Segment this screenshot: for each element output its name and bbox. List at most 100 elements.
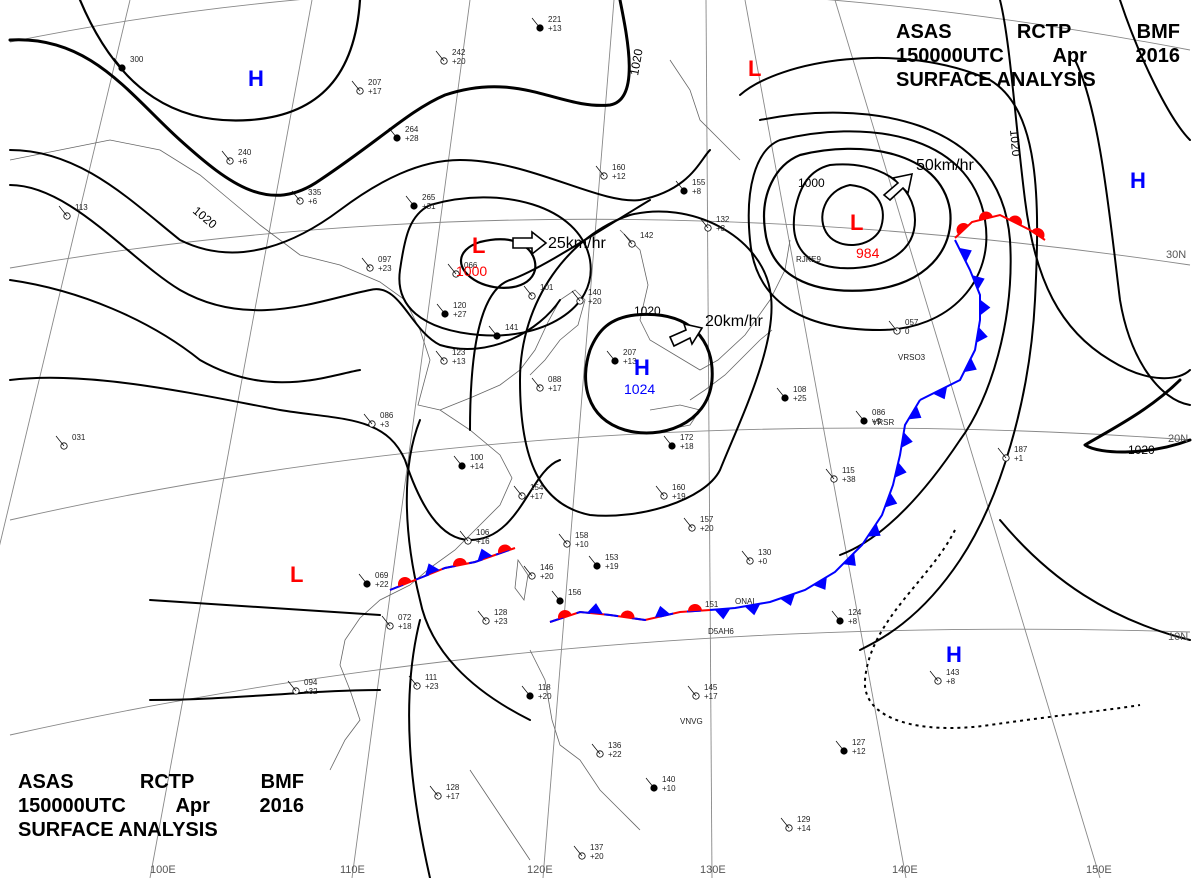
- station-plot: 086+9: [855, 408, 886, 426]
- cold-front-pip: [779, 593, 796, 606]
- chart-header-top: ASAS RCTP BMF 150000UTC Apr 2016 SURFACE…: [896, 20, 1180, 92]
- warm-front-pip: [453, 558, 467, 567]
- coastline-mainland: [9, 139, 513, 586]
- station-plot: 153+19: [588, 553, 619, 571]
- warm-front-pip: [956, 223, 969, 235]
- fronts: [389, 211, 1046, 623]
- station-tendency: +22: [608, 750, 622, 759]
- cold-front-pip: [908, 405, 922, 420]
- station-plot: 120+27: [436, 301, 467, 319]
- station-tendency: +13: [452, 357, 466, 366]
- header-title: SURFACE ANALYSIS: [18, 819, 218, 841]
- lon-label: 120E: [527, 864, 553, 876]
- parallel-line: [9, 0, 1191, 51]
- station-tendency: +17: [704, 692, 718, 701]
- station-tendency: +12: [852, 747, 866, 756]
- header-time: 150000UTC: [896, 45, 1004, 67]
- header-region: ASAS: [896, 21, 952, 43]
- parallel-10n: [9, 628, 1191, 736]
- wind-barb: [655, 485, 665, 497]
- isobar-1000: [762, 147, 952, 292]
- motion-arrow: 50km/hr: [882, 157, 974, 202]
- station-plot: 069+22: [358, 571, 389, 589]
- motion-arrow: 20km/hr: [668, 313, 763, 348]
- isobar: [759, 111, 1012, 556]
- station-pressure: 129: [797, 815, 811, 824]
- station-pressure: 207: [368, 78, 382, 87]
- station-tendency: +25: [793, 394, 807, 403]
- station-tendency: +6: [238, 157, 248, 166]
- wind-barb: [291, 190, 301, 202]
- wind-barb: [595, 165, 605, 177]
- station-pressure: 160: [612, 163, 626, 172]
- high-center-marker: H: [634, 355, 650, 380]
- stationary-front: [389, 544, 516, 591]
- wind-barb: [435, 350, 445, 362]
- cold-front-pip: [976, 327, 988, 343]
- wind-barb: [551, 590, 561, 602]
- station-pressure: 146: [540, 563, 554, 572]
- isobar-label: 1020: [1007, 129, 1023, 157]
- station-plot: 128+17: [429, 783, 460, 801]
- station-pressure: 069: [375, 571, 389, 580]
- station-plot: 187+1: [997, 445, 1028, 463]
- station-plot: 123+13: [435, 348, 466, 366]
- isobar: [149, 689, 381, 701]
- motion-vectors: 25km/hr 20km/hr 50km/hr: [512, 157, 974, 348]
- station-tendency: +1: [1014, 454, 1024, 463]
- isobar: [9, 376, 561, 541]
- station-tendency: +38: [842, 475, 856, 484]
- station-id: ONAI: [735, 597, 755, 606]
- station-plot: 118+20: [521, 683, 552, 701]
- meridian-100e: [149, 0, 313, 878]
- coastline-taiwan: [514, 558, 529, 601]
- cold-front-pip: [587, 603, 603, 615]
- station-pressure: 130: [758, 548, 772, 557]
- wind-barb: [997, 447, 1007, 459]
- station-pressure: 335: [308, 188, 322, 197]
- cold-front-pip: [963, 357, 977, 373]
- station-pressure: 156: [568, 588, 582, 597]
- station-tendency: +0: [758, 557, 768, 566]
- motion-arrow: 25km/hr: [512, 230, 606, 256]
- station-pressure: 123: [452, 348, 466, 357]
- wind-barb: [571, 290, 581, 302]
- station-plot: 264+28: [388, 125, 419, 143]
- station-tendency: +20: [538, 692, 552, 701]
- wind-barb: [381, 615, 391, 627]
- station-plot: 137+20: [573, 843, 604, 861]
- wind-barb: [521, 685, 531, 697]
- station-plot: 113: [58, 203, 88, 220]
- wind-barb: [459, 530, 469, 542]
- meridian-120e: [542, 0, 615, 878]
- isobar: [9, 279, 361, 384]
- wind-barb: [488, 325, 498, 337]
- station-plot: 140+20: [571, 288, 602, 306]
- wind-barb: [675, 180, 685, 192]
- wind-barb: [363, 413, 373, 425]
- coastline-borneo: [469, 769, 531, 861]
- lon-labels: 100E 110E 120E 130E 140E 150E: [150, 864, 1112, 876]
- wind-barb: [55, 435, 65, 447]
- station-tendency: +14: [797, 824, 811, 833]
- isobar: [1074, 59, 1191, 406]
- parallel-30n: [9, 218, 1191, 269]
- station-tendency: +22: [375, 580, 389, 589]
- warm-front-pip: [979, 211, 993, 221]
- station-tendency: +14: [470, 462, 484, 471]
- cold-front: [709, 399, 922, 620]
- cold-front-pip: [958, 247, 972, 263]
- header-line-1: ASAS RCTP BMF: [896, 20, 1180, 44]
- station-pressure: 300: [130, 55, 144, 64]
- station-plot: 155+8: [675, 178, 706, 196]
- station-pressure: 221: [548, 15, 562, 24]
- station-plot: 335+6: [291, 188, 322, 206]
- station-plot: 106+16: [459, 528, 490, 546]
- trough-line: [863, 529, 1141, 729]
- station-pressure: 128: [494, 608, 508, 617]
- wind-barb: [435, 50, 445, 62]
- isobar: [999, 519, 1191, 641]
- low-center-marker: L: [290, 562, 303, 587]
- station-plot: 143+8: [929, 668, 960, 686]
- cold-front-pip: [744, 603, 761, 616]
